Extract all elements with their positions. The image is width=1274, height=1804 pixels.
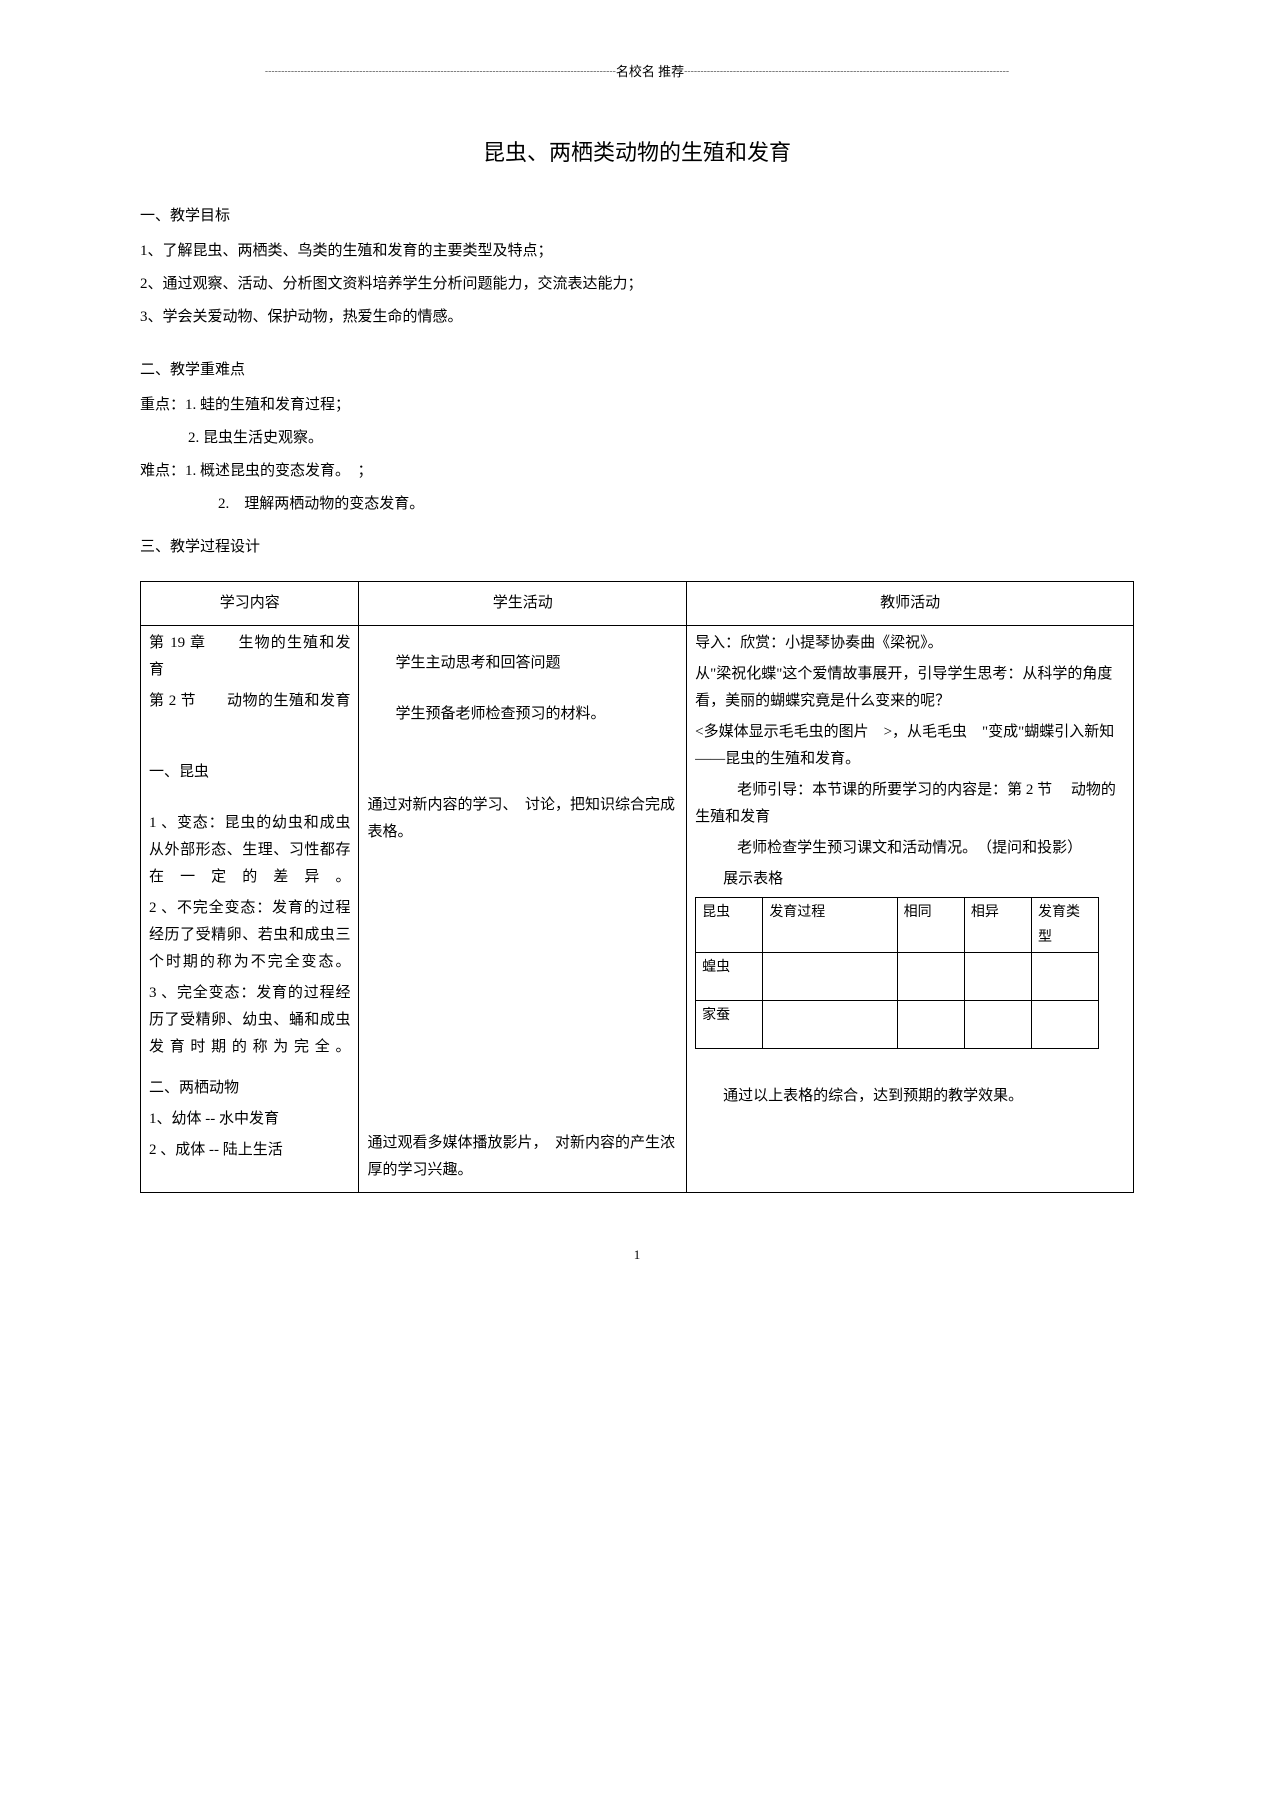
topic-amphibians: 二、两栖动物	[149, 1075, 350, 1102]
section-2-heading: 二、教学重难点	[140, 357, 1134, 384]
objective-item-2: 2、通过观察、活动、分析图文资料培养学生分析问题能力，交流表达能力；	[140, 271, 1134, 298]
section-3-heading: 三、教学过程设计	[140, 534, 1134, 561]
teacher-summary: 通过以上表格的综合，达到预期的教学效果。	[695, 1083, 1125, 1110]
inner-header-process: 发育过程	[763, 897, 897, 952]
teacher-show-table: 展示表格	[695, 866, 1125, 893]
inner-cell-locust: 蝗虫	[696, 953, 763, 1001]
inner-cell	[964, 1001, 1031, 1049]
inner-cell	[897, 1001, 964, 1049]
teacher-guide: 老师引导：本节课的所要学习的内容是：第 2 节 动物的生殖和发育	[695, 777, 1125, 831]
difficulty-1: 难点：1. 概述昆虫的变态发育。 ；	[140, 458, 1134, 485]
inner-header-row: 昆虫 发育过程 相同 相异 发育类型	[696, 897, 1099, 952]
objective-item-3: 3、学会关爱动物、保护动物，热爱生命的情感。	[140, 304, 1134, 331]
inner-cell-silkworm: 家蚕	[696, 1001, 763, 1049]
student-activity-cell: 学生主动思考和回答问题 学生预备老师检查预习的材料。 通过对新内容的学习、 讨论…	[359, 625, 687, 1192]
inner-cell	[897, 953, 964, 1001]
inner-header-same: 相同	[897, 897, 964, 952]
page-number: 1	[140, 1243, 1134, 1266]
lesson-plan-table: 学习内容 学生活动 教师活动 第 19 章 生物的生殖和发育 第 2 节 动物的…	[140, 581, 1134, 1193]
concept-incomplete: 2 、不完全变态：发育的过程经历了受精卵、若虫和成虫三个时期的称为不完全变态。	[149, 895, 350, 976]
chapter-ref-2: 第 2 节 动物的生殖和发育	[149, 688, 350, 715]
header-teacher-activity: 教师活动	[687, 581, 1134, 625]
table-row: 第 19 章 生物的生殖和发育 第 2 节 动物的生殖和发育 一、昆虫 1 、变…	[141, 625, 1134, 1192]
header-study-content: 学习内容	[141, 581, 359, 625]
concept-metamorphosis: 1 、变态：昆虫的幼虫和成虫从外部形态、生理、习性都存在一定的差异。	[149, 810, 350, 891]
teacher-story: 从"梁祝化蝶"这个爱情故事展开，引导学生思考：从科学的角度看，美丽的蝴蝶究竟是什…	[695, 661, 1125, 715]
teacher-check: 老师检查学生预习课文和活动情况。 （提问和投影）	[695, 835, 1125, 862]
teacher-media: <多媒体显示毛毛虫的图片 >，从毛毛虫 "变成"蝴蝶引入新知——昆虫的生殖和发育…	[695, 719, 1125, 773]
inner-cell	[1032, 953, 1099, 1001]
header-decoration: ┈┈┈┈┈┈┈┈┈┈┈┈┈┈┈┈┈┈┈┈┈┈┈┈┈┈┈名校名 推荐┈┈┈┈┈┈┈…	[140, 60, 1134, 83]
amphibian-larva: 1、幼体 -- 水中发育	[149, 1106, 350, 1133]
page-title: 昆虫、两栖类动物的生殖和发育	[140, 133, 1134, 173]
amphibian-adult: 2 、成体 -- 陆上生活	[149, 1137, 350, 1164]
objective-item-1: 1、了解昆虫、两栖类、鸟类的生殖和发育的主要类型及特点；	[140, 238, 1134, 265]
student-prepare: 学生预备老师检查预习的材料。	[367, 701, 678, 728]
key-point-1: 重点：1. 蛙的生殖和发育过程；	[140, 392, 1134, 419]
difficulty-2: 2. 理解两栖动物的变态发育。	[218, 491, 1134, 518]
teacher-intro: 导入：欣赏：小提琴协奏曲《梁祝》。	[695, 630, 1125, 657]
inner-cell	[763, 953, 897, 1001]
header-student-activity: 学生活动	[359, 581, 687, 625]
inner-header-type: 发育类型	[1032, 897, 1099, 952]
concept-complete: 3 、完全变态：发育的过程经历了受精卵、幼虫、蛹和成虫发育时期的称为完全。	[149, 980, 350, 1061]
table-header-row: 学习内容 学生活动 教师活动	[141, 581, 1134, 625]
inner-cell	[964, 953, 1031, 1001]
inner-cell	[1032, 1001, 1099, 1049]
inner-header-diff: 相异	[964, 897, 1031, 952]
section-1-heading: 一、教学目标	[140, 203, 1134, 230]
key-point-2: 2. 昆虫生活史观察。	[188, 425, 1134, 452]
inner-row-silkworm: 家蚕	[696, 1001, 1099, 1049]
topic-insects: 一、昆虫	[149, 759, 350, 786]
decoration-text: ┈┈┈┈┈┈┈┈┈┈┈┈┈┈┈┈┈┈┈┈┈┈┈┈┈┈┈名校名 推荐┈┈┈┈┈┈┈…	[265, 64, 1009, 79]
student-think: 学生主动思考和回答问题	[367, 650, 678, 677]
insect-comparison-table: 昆虫 发育过程 相同 相异 发育类型 蝗虫	[695, 897, 1099, 1049]
teacher-activity-cell: 导入：欣赏：小提琴协奏曲《梁祝》。 从"梁祝化蝶"这个爱情故事展开，引导学生思考…	[687, 625, 1134, 1192]
inner-header-insect: 昆虫	[696, 897, 763, 952]
inner-row-locust: 蝗虫	[696, 953, 1099, 1001]
student-discuss: 通过对新内容的学习、 讨论，把知识综合完成表格。	[367, 792, 678, 846]
chapter-ref-1: 第 19 章 生物的生殖和发育	[149, 630, 350, 684]
student-watch: 通过观看多媒体播放影片， 对新内容的产生浓厚的学习兴趣。	[367, 1130, 678, 1184]
inner-cell	[763, 1001, 897, 1049]
study-content-cell: 第 19 章 生物的生殖和发育 第 2 节 动物的生殖和发育 一、昆虫 1 、变…	[141, 625, 359, 1192]
